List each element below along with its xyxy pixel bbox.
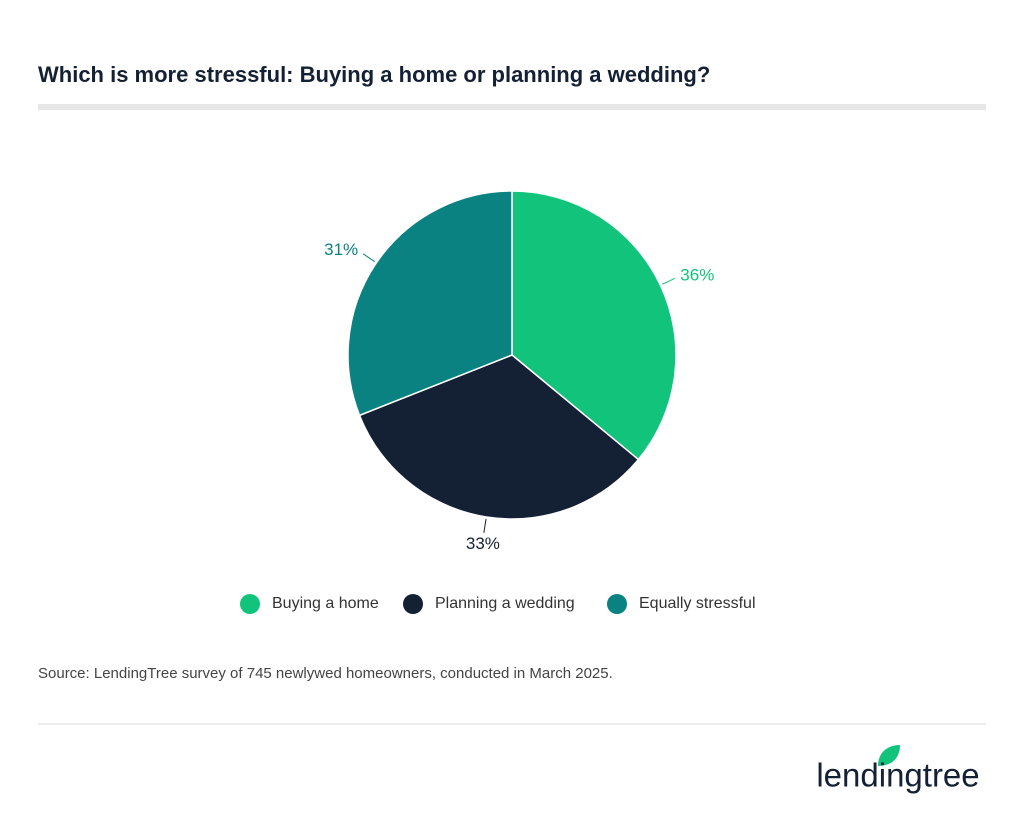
brand-logo: lendingtree xyxy=(816,745,980,794)
legend-swatch xyxy=(607,594,627,614)
pie-slice xyxy=(347,190,513,417)
data-label: 36% xyxy=(680,265,714,284)
source-note: Source: LendingTree survey of 745 newlyw… xyxy=(38,665,613,682)
data-label: 31% xyxy=(324,240,358,259)
legend-swatch xyxy=(240,594,260,614)
brand-name: lendingtree xyxy=(816,757,979,794)
logo-leaf xyxy=(878,745,900,766)
legend-swatch xyxy=(403,594,423,614)
leader-line xyxy=(483,518,487,533)
pie-slice xyxy=(511,190,677,461)
leader-line xyxy=(362,253,375,263)
leader-line xyxy=(661,277,676,285)
pie-slice xyxy=(358,354,640,520)
data-label: 33% xyxy=(466,534,500,553)
chart-title: Which is more stressful: Buying a home o… xyxy=(38,62,710,87)
legend-label: Planning a wedding xyxy=(435,595,575,612)
header-rule xyxy=(38,104,986,110)
legend-label: Equally stressful xyxy=(639,595,756,612)
legend-label: Buying a home xyxy=(272,595,379,612)
